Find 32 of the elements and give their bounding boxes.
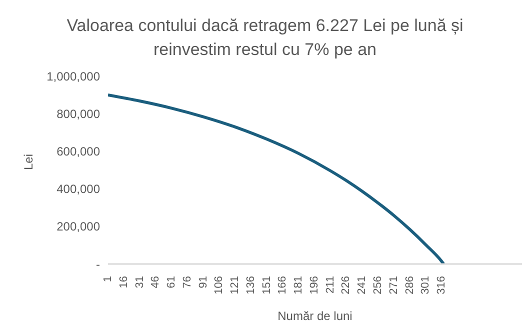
y-tick-label: 400,000 [56,182,100,196]
x-axis-title: Număr de luni [278,309,352,323]
x-tick-label: 301 [420,276,432,294]
x-tick-label: 211 [324,276,336,294]
x-tick-label: 166 [276,276,289,294]
line-series [108,93,446,264]
y-tick-label: 600,000 [56,144,100,158]
y-axis-title: Lei [21,154,36,170]
x-tick-label: 151 [260,276,273,294]
x-tick-label: 16 [118,276,130,288]
x-tick-label: 31 [134,276,146,288]
x-tick-label: 226 [340,276,352,294]
x-tick-label: 91 [197,276,210,288]
y-tick-label: - [96,257,100,272]
x-tick-label: 271 [388,276,400,294]
y-tick-label: 200,000 [56,220,100,234]
x-tick-label: 196 [308,276,320,294]
x-tick-label: 76 [181,276,194,288]
x-tick-label: 286 [404,276,416,294]
x-tick-label: 256 [372,276,384,294]
x-tick-label: 61 [166,276,178,288]
x-tick-label: 181 [292,276,305,294]
x-tick-label: 46 [150,276,162,288]
x-tick-label: 106 [213,276,226,294]
y-tick-label: 1,000,000 [46,69,100,84]
x-tick-label: 121 [229,276,242,294]
x-tick-label: 316 [436,276,448,294]
y-tick-label: 800,000 [56,106,100,121]
x-tick-label: 136 [244,276,257,294]
x-tick-label: 1 [102,276,114,282]
chart-title: Valoarea contului dacă retragem 6.227 Lei pe lună și reinvestim restul cu 7% pe an [66,15,464,61]
x-tick-label: 241 [356,276,368,294]
